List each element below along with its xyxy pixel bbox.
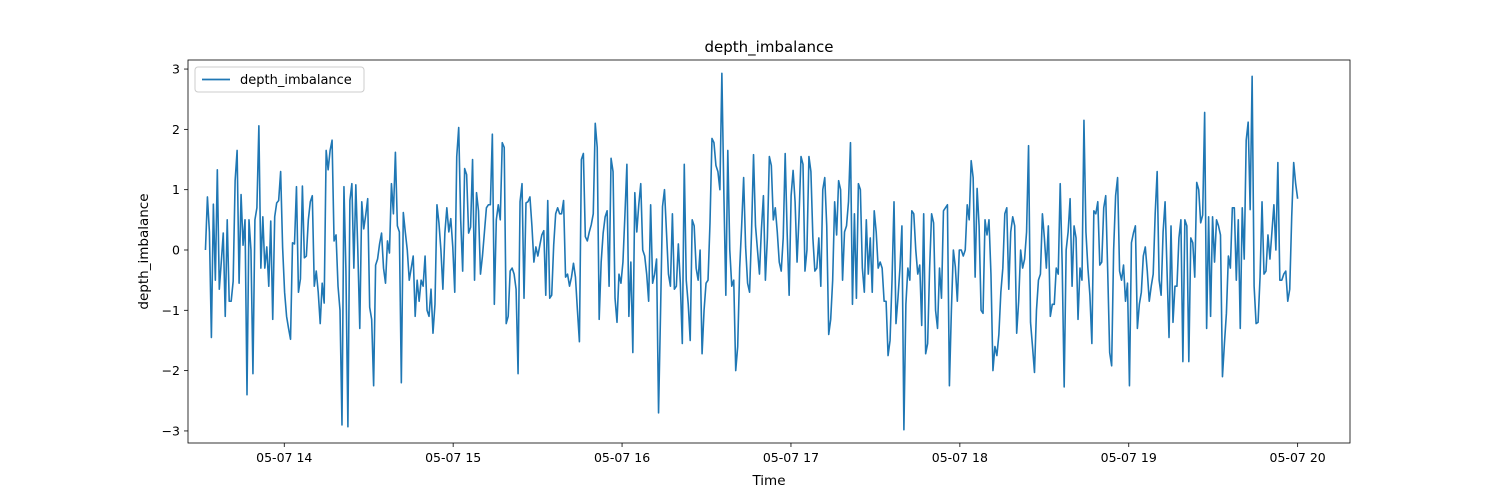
- plot-frame: [187, 59, 1351, 444]
- x-axis: 05-07 14 05-07 15 05-07 16 05-07 17 05-07 18…: [256, 443, 1326, 465]
- y-axis-label: depth_imbalance: [136, 193, 152, 309]
- x-tick-label: 05-07 14: [256, 450, 312, 465]
- legend-box: [194, 66, 365, 93]
- plot-area: [187, 59, 1351, 444]
- y-tick-label: −3: [162, 423, 180, 438]
- x-tick-label: 05-07 20: [1270, 450, 1326, 465]
- y-tick-label: −1: [162, 303, 180, 318]
- legend-label: depth_imbalance: [240, 73, 352, 88]
- chart-title: depth_imbalance: [705, 38, 834, 57]
- x-axis-label: Time: [751, 473, 785, 489]
- x-tick-label: 05-07 19: [1101, 450, 1157, 465]
- series-line-depth-imbalance: [204, 72, 1299, 431]
- x-tick-label: 05-07 18: [932, 450, 988, 465]
- legend: depth_imbalance: [194, 66, 365, 93]
- y-tick-label: 3: [172, 62, 180, 77]
- y-tick-label: 0: [172, 242, 180, 257]
- x-tick-label: 05-07 15: [425, 450, 481, 465]
- x-tick-label: 05-07 17: [763, 450, 819, 465]
- y-tick-label: −2: [162, 363, 180, 378]
- y-axis: −3 −2 −1 0 1 2 3: [162, 62, 188, 438]
- x-tick-label: 05-07 16: [594, 450, 650, 465]
- y-tick-label: 1: [172, 182, 180, 197]
- y-tick-label: 2: [172, 122, 180, 137]
